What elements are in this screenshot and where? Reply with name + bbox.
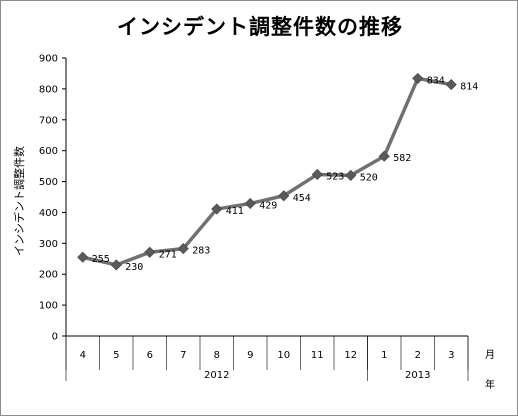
year-group-label: 2013	[405, 370, 430, 381]
x-tick-label: 12	[344, 350, 357, 361]
y-tick-label: 700	[39, 115, 58, 126]
data-label: 523	[326, 171, 344, 182]
data-point-marker	[110, 259, 122, 271]
x-tick-label: 1	[381, 350, 387, 361]
y-tick-label: 400	[39, 208, 58, 219]
y-tick-label: 200	[39, 270, 58, 281]
x-tick-label: 7	[180, 350, 186, 361]
year-group-label: 2012	[204, 370, 229, 381]
x-axis-month-label: 月	[485, 349, 495, 361]
y-tick-label: 500	[39, 177, 58, 188]
y-tick-label: 300	[39, 239, 58, 250]
x-tick-label: 6	[147, 350, 153, 361]
y-tick-label: 800	[39, 84, 58, 95]
data-point-marker	[244, 197, 256, 210]
data-label: 454	[293, 193, 311, 204]
data-point-marker	[311, 168, 323, 181]
data-label: 814	[460, 82, 478, 93]
y-tick-label: 0	[52, 332, 58, 343]
x-tick-label: 9	[247, 350, 253, 361]
data-label: 283	[192, 246, 210, 257]
data-point-marker	[211, 203, 223, 215]
data-point-marker	[278, 190, 290, 202]
data-label: 834	[427, 75, 445, 86]
chart-title: インシデント調整件数の推移	[117, 15, 403, 39]
x-axis-year-label: 年	[485, 378, 495, 391]
data-label: 520	[360, 172, 378, 183]
x-tick-label: 11	[311, 350, 324, 361]
data-point-marker	[345, 169, 357, 181]
data-point-marker	[412, 72, 424, 84]
y-tick-label: 100	[39, 301, 58, 312]
data-label: 230	[125, 262, 143, 273]
data-label: 255	[92, 254, 110, 265]
data-label: 582	[393, 153, 411, 164]
x-tick-label: 5	[113, 350, 119, 361]
data-point-marker	[177, 243, 189, 255]
data-point-marker	[445, 78, 457, 91]
y-tick-label: 600	[39, 146, 58, 157]
y-tick-label: 900	[39, 54, 58, 65]
data-label: 271	[159, 249, 177, 260]
data-label: 429	[259, 200, 277, 211]
data-point-marker	[77, 251, 89, 263]
x-tick-label: 2	[415, 350, 421, 361]
x-tick-label: 3	[448, 350, 454, 361]
data-point-marker	[144, 246, 156, 258]
data-label: 411	[226, 206, 244, 217]
x-tick-label: 10	[277, 350, 290, 361]
data-point-marker	[378, 150, 390, 162]
x-tick-label: 4	[80, 350, 86, 361]
series-line	[82, 76, 452, 267]
x-tick-label: 8	[214, 350, 220, 361]
